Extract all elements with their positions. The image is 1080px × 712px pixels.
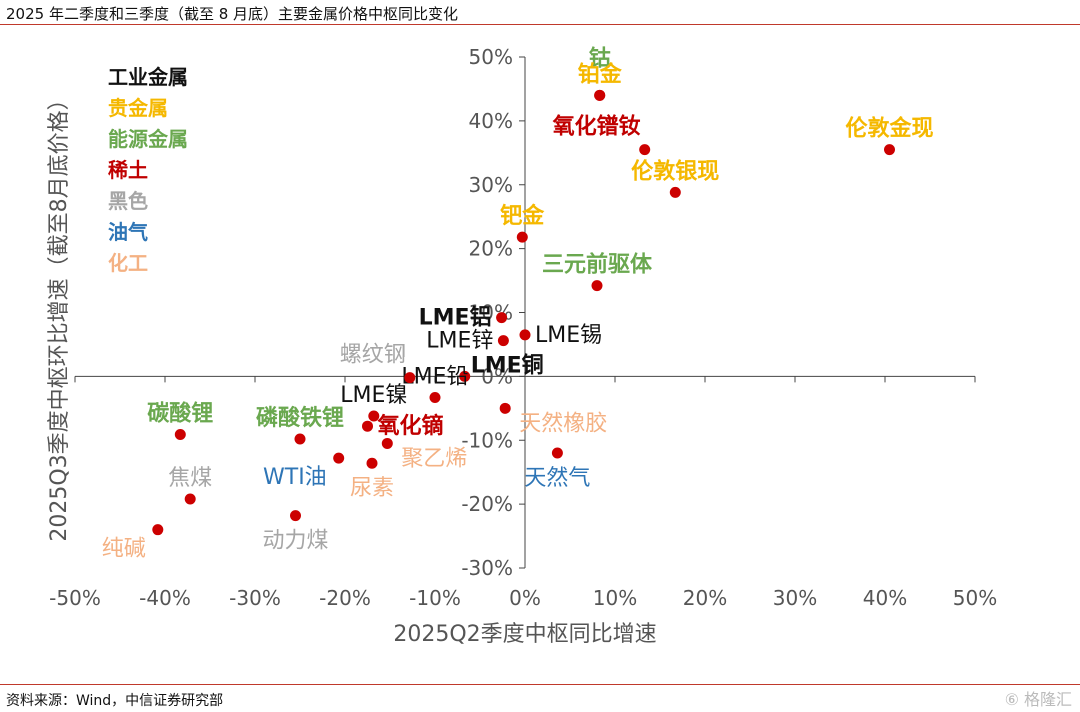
data-point	[551, 447, 563, 459]
point-label: 螺纹钢	[340, 343, 406, 368]
x-tick-label: 0%	[509, 586, 541, 610]
data-point	[290, 510, 301, 522]
x-tick-label: -10%	[409, 586, 461, 610]
data-point	[404, 372, 416, 384]
data-point	[429, 391, 441, 403]
point-label: LME锌	[426, 329, 493, 354]
y-tick-label: -20%	[461, 492, 513, 516]
point-label: 钯金	[500, 203, 545, 229]
data-point	[368, 410, 380, 422]
point-label: 纯碱	[102, 537, 146, 562]
scatter-chart: -50% -40% -30% -20% -10% 0% 10% 20% 30% 40% 50% -30…	[47, 45, 997, 647]
legend-item: 能源金属	[108, 127, 188, 151]
point-label: 铂金	[578, 61, 623, 87]
data-point	[362, 420, 373, 432]
y-tick-label: 40%	[469, 109, 513, 133]
data-point	[639, 144, 651, 156]
data-point	[496, 312, 508, 324]
point-label: LME铜	[471, 352, 544, 378]
point-label: 伦敦银现	[631, 158, 719, 184]
data-point	[519, 329, 531, 341]
data-point	[516, 231, 528, 243]
legend-item: 工业金属	[108, 65, 188, 89]
chart-title: 2025 年二季度和三季度（截至 8 月底）主要金属价格中枢同比变化	[6, 5, 459, 23]
point-label: 天然气	[524, 466, 590, 491]
legend-item: 稀土	[108, 158, 148, 182]
data-point	[591, 280, 603, 292]
point-label: 天然橡胶	[519, 411, 607, 436]
data-point	[366, 457, 378, 469]
y-tick-label: 50%	[469, 45, 513, 69]
y-tick-label: 20%	[469, 237, 513, 261]
point-label: 磷酸铁锂	[256, 405, 344, 431]
point-label: WTI油	[263, 465, 327, 490]
x-tick-label: -40%	[139, 586, 191, 610]
data-point	[294, 433, 306, 445]
x-tick-label: -20%	[319, 586, 371, 610]
x-tick-label: 20%	[683, 586, 727, 610]
point-label: LME镍	[340, 383, 407, 408]
data-point	[497, 335, 509, 347]
x-tick-label: -30%	[229, 586, 281, 610]
x-tick-label: 40%	[863, 586, 907, 610]
point-label: 动力煤	[262, 529, 328, 554]
y-axis-title: 2025Q3季度中枢环比增速（截至8月底价格）	[47, 88, 72, 541]
point-label: LME铝	[419, 305, 492, 331]
watermark: ⑥ 格隆汇	[1004, 690, 1072, 709]
data-point	[381, 437, 393, 449]
point-label: 伦敦金现	[845, 116, 933, 142]
data-point	[669, 186, 681, 198]
data-point	[184, 493, 196, 505]
point-label: 聚乙烯	[401, 446, 467, 471]
y-tick-label: 30%	[469, 173, 513, 197]
point-label: 氧化镨钕	[552, 114, 641, 140]
data-point	[884, 144, 895, 156]
point-label: 氧化镝	[377, 413, 444, 439]
data-point	[152, 524, 164, 536]
x-axis-title: 2025Q2季度中枢同比增速	[393, 622, 656, 647]
y-tick-label: -10%	[461, 428, 513, 452]
data-point	[594, 89, 606, 101]
x-tick-label: 30%	[773, 586, 817, 610]
data-point	[333, 452, 345, 464]
source-note: 资料来源：Wind，中信证券研究部	[6, 693, 224, 709]
legend-item: 油气	[108, 220, 148, 244]
legend-item: 黑色	[108, 189, 148, 213]
data-point	[499, 402, 511, 414]
legend-item: 贵金属	[108, 96, 168, 120]
y-tick-label: -30%	[461, 556, 513, 580]
y-tick-label: 0%	[481, 364, 513, 388]
point-label: 碳酸锂	[147, 401, 213, 427]
point-label: 焦煤	[168, 466, 212, 491]
top-divider	[0, 24, 1080, 25]
legend-item: 化工	[108, 251, 148, 275]
bottom-divider	[0, 684, 1080, 685]
point-label: 尿素	[350, 476, 394, 501]
data-point	[459, 370, 471, 382]
point-label: 三元前驱体	[542, 252, 653, 278]
data-point	[174, 429, 186, 441]
point-label: LME锡	[535, 323, 602, 348]
x-tick-label: -50%	[49, 586, 101, 610]
point-label: 钴	[589, 45, 611, 71]
x-tick-label: 50%	[953, 586, 997, 610]
x-tick-label: 10%	[593, 586, 637, 610]
